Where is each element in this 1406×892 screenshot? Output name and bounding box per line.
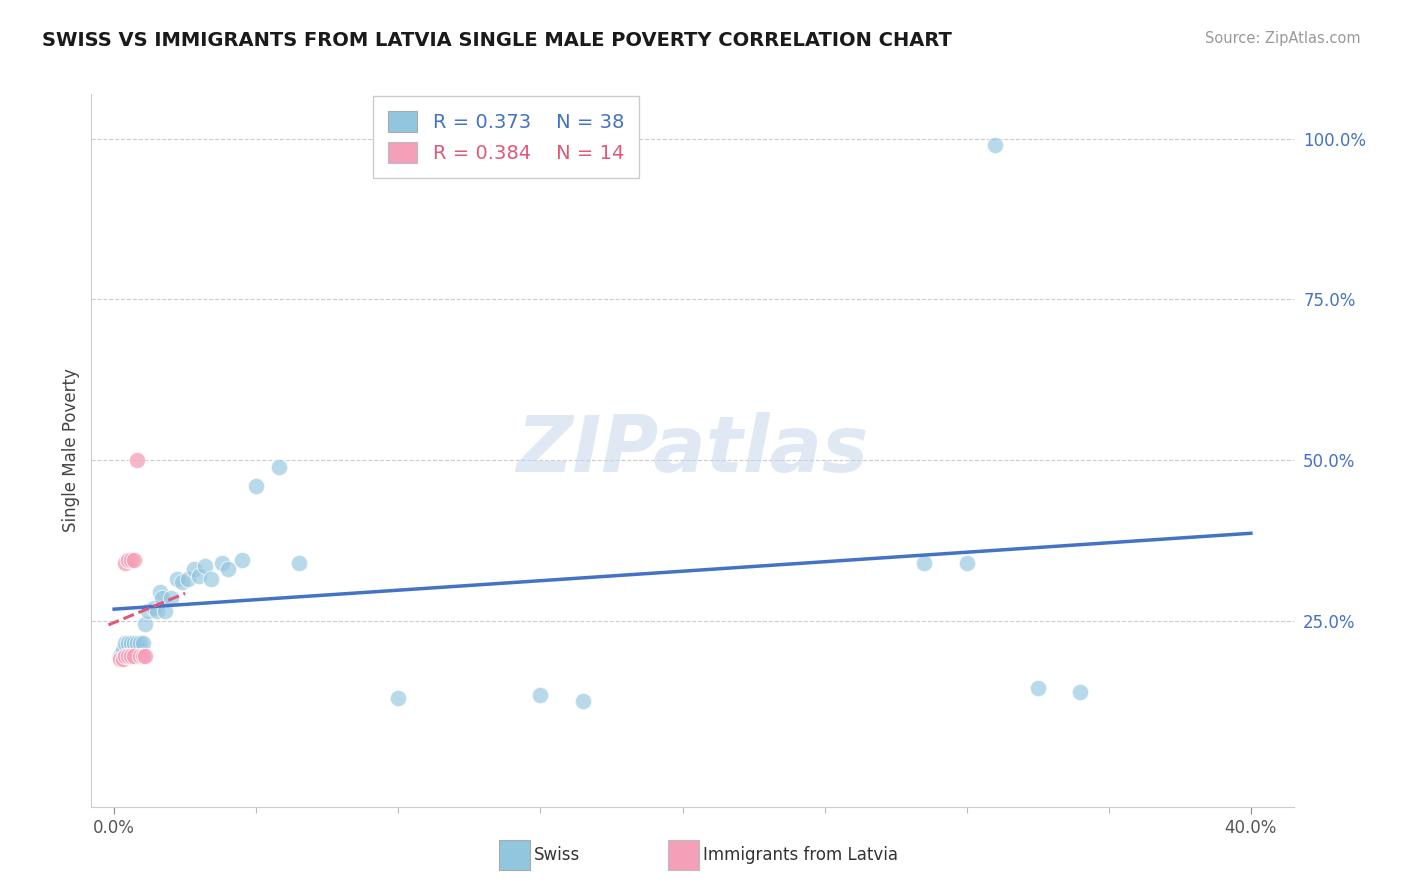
Point xyxy=(114,649,136,664)
Y-axis label: Single Male Poverty: Single Male Poverty xyxy=(62,368,80,533)
Point xyxy=(131,649,153,664)
Point xyxy=(194,559,217,574)
Point xyxy=(572,694,595,708)
Point xyxy=(1069,684,1091,698)
Point xyxy=(108,649,131,664)
Point xyxy=(152,591,174,606)
Point xyxy=(211,556,233,570)
Point xyxy=(912,556,935,570)
Point xyxy=(387,690,409,705)
Point xyxy=(529,688,551,702)
Point xyxy=(128,636,150,650)
Point xyxy=(134,617,156,632)
Point xyxy=(108,652,131,666)
Point xyxy=(125,636,148,650)
Point xyxy=(111,642,134,657)
Point xyxy=(1026,681,1049,696)
Point xyxy=(111,652,134,666)
Point xyxy=(145,604,167,618)
Point xyxy=(128,649,150,664)
Point xyxy=(122,553,145,567)
Point xyxy=(117,636,139,650)
Point xyxy=(136,604,159,618)
Point xyxy=(125,453,148,467)
Point xyxy=(122,649,145,664)
Point xyxy=(217,562,239,576)
Point xyxy=(114,636,136,650)
Point xyxy=(114,556,136,570)
Point xyxy=(117,553,139,567)
Text: Source: ZipAtlas.com: Source: ZipAtlas.com xyxy=(1205,31,1361,46)
Point xyxy=(183,562,205,576)
Text: Swiss: Swiss xyxy=(534,847,581,864)
Point xyxy=(172,575,194,590)
Point xyxy=(245,479,267,493)
Text: Immigrants from Latvia: Immigrants from Latvia xyxy=(703,847,898,864)
Point xyxy=(149,585,172,599)
Point xyxy=(117,649,139,664)
Point xyxy=(267,459,290,474)
Point xyxy=(120,636,142,650)
Point xyxy=(134,649,156,664)
Text: ZIPatlas: ZIPatlas xyxy=(516,412,869,489)
Point xyxy=(120,649,142,664)
Point xyxy=(956,556,979,570)
Legend: R = 0.373    N = 38, R = 0.384    N = 14: R = 0.373 N = 38, R = 0.384 N = 14 xyxy=(374,96,638,178)
Point xyxy=(131,636,153,650)
Point xyxy=(288,556,311,570)
Point xyxy=(120,553,142,567)
Point xyxy=(160,591,183,606)
Point xyxy=(231,553,253,567)
Point xyxy=(155,604,177,618)
Point xyxy=(188,569,211,583)
Point xyxy=(984,138,1007,153)
Point xyxy=(177,572,200,586)
Point xyxy=(166,572,188,586)
Point xyxy=(122,636,145,650)
Point xyxy=(142,601,165,615)
Point xyxy=(200,572,222,586)
Text: SWISS VS IMMIGRANTS FROM LATVIA SINGLE MALE POVERTY CORRELATION CHART: SWISS VS IMMIGRANTS FROM LATVIA SINGLE M… xyxy=(42,31,952,50)
